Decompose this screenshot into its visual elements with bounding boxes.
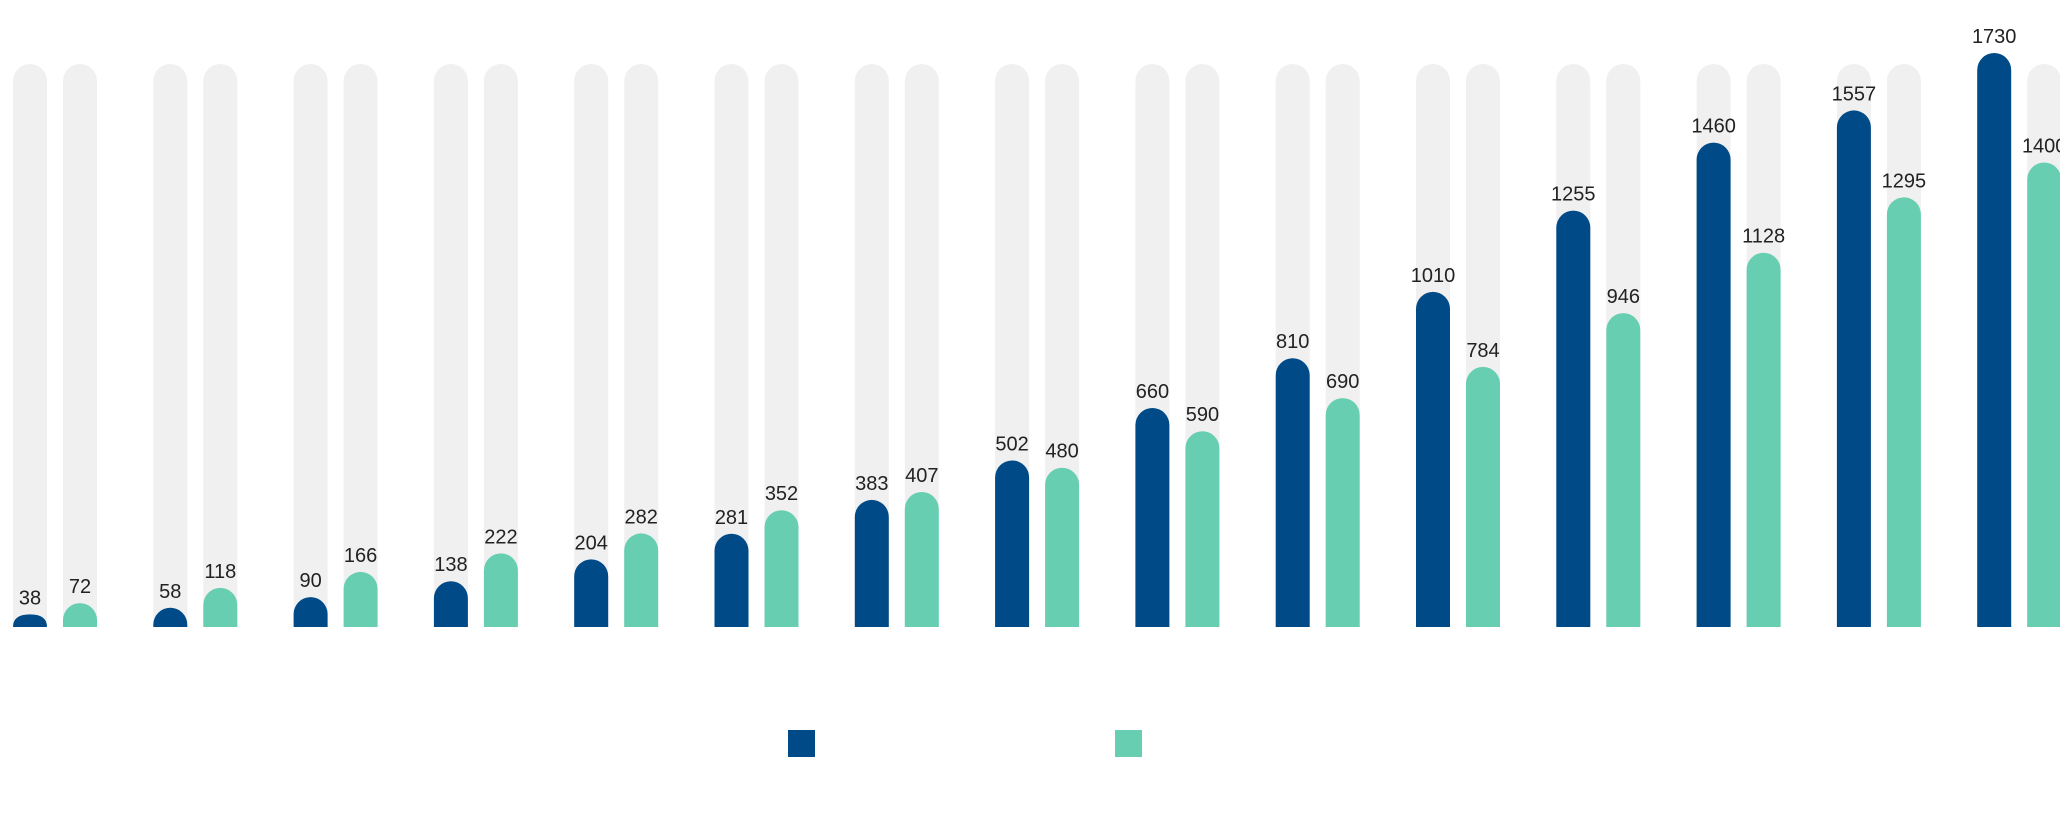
bar-series-1	[433, 581, 468, 627]
bar-series-2	[624, 533, 659, 627]
bar-track	[764, 64, 799, 628]
bar-series-2	[343, 571, 378, 627]
bar-series-1	[854, 499, 889, 627]
bar-series-1	[1275, 358, 1310, 627]
data-label: 204	[575, 532, 608, 554]
data-label: 480	[1045, 441, 1078, 463]
data-label: 784	[1466, 340, 1499, 362]
data-label: 90	[299, 570, 321, 592]
data-label: 1730	[1972, 26, 2017, 48]
data-label: 1128	[1742, 226, 1785, 248]
bar-series-2	[1466, 366, 1500, 627]
data-label: 660	[1136, 381, 1169, 403]
data-label: 352	[765, 483, 798, 505]
bar-series-1	[153, 607, 188, 627]
data-label: 810	[1276, 331, 1309, 353]
bar-series-2	[1045, 467, 1080, 627]
bar-track	[483, 63, 518, 627]
bar-series-2	[1325, 398, 1360, 627]
data-label: 222	[484, 526, 517, 548]
bar-track	[904, 64, 939, 628]
data-label: 1010	[1411, 265, 1456, 287]
data-label: 407	[905, 465, 938, 487]
bar-series-2	[483, 553, 518, 627]
bar-series-2	[2027, 162, 2060, 627]
data-label: 690	[1326, 371, 1359, 393]
data-label: 138	[434, 554, 467, 576]
data-label: 590	[1186, 404, 1219, 426]
data-label: 118	[204, 561, 236, 583]
data-label: 282	[625, 506, 658, 528]
bar-series-1	[1977, 53, 2012, 627]
bar-series-2	[1746, 252, 1781, 627]
data-label: 946	[1607, 286, 1640, 308]
data-labels: 38 72 58 118 90 166 138 222 204 282 281 352 383 407 50…	[19, 26, 2060, 609]
bar-series-2	[1606, 313, 1641, 627]
bar-series-2	[203, 587, 238, 627]
legend-swatch-series-1	[788, 730, 815, 757]
bar-series-1	[995, 460, 1030, 627]
bar-track	[854, 64, 889, 628]
legend	[788, 730, 1142, 757]
data-label: 281	[715, 507, 748, 529]
bar-series-2	[63, 603, 97, 627]
bars	[13, 53, 2060, 628]
bar-track	[153, 64, 188, 628]
bar-series-1	[1135, 408, 1170, 627]
bar-series-1	[574, 559, 609, 627]
data-label: 1557	[1832, 83, 1877, 105]
bar-series-2	[1185, 431, 1220, 627]
data-label: 1255	[1551, 184, 1596, 206]
bar-track	[203, 64, 238, 628]
legend-swatch-series-2	[1115, 730, 1142, 757]
bar-track	[63, 64, 97, 627]
bar-series-2	[904, 491, 939, 627]
bar-track	[574, 64, 609, 628]
bar-series-2	[1886, 197, 1921, 628]
bar-track	[624, 64, 659, 628]
bar-series-1	[1556, 210, 1591, 628]
data-label: 1460	[1691, 116, 1736, 138]
data-label: 58	[159, 581, 181, 603]
bar-series-1	[1696, 142, 1731, 628]
data-label: 72	[69, 576, 91, 598]
bar-track	[714, 64, 749, 628]
bar-track	[13, 64, 47, 627]
bar-track	[293, 64, 328, 628]
data-label: 502	[995, 433, 1028, 455]
bar-series-1	[1836, 110, 1871, 627]
data-label: 1400	[2022, 135, 2060, 157]
bar-series-1	[13, 614, 47, 627]
data-label: 38	[19, 587, 41, 609]
data-label: 166	[344, 545, 377, 567]
data-label: 1295	[1882, 170, 1927, 192]
bar-series-1	[1416, 291, 1450, 627]
bar-series-1	[714, 533, 749, 627]
bar-track	[433, 64, 468, 628]
data-label: 383	[855, 473, 888, 495]
bar-series-2	[764, 510, 799, 627]
bar-track	[343, 64, 378, 628]
bar-series-1	[293, 597, 328, 627]
